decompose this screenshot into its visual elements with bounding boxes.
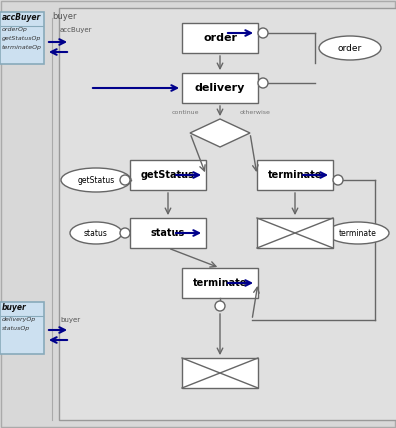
Bar [130, 160, 206, 190]
Text: deliveryOp: deliveryOp [2, 317, 36, 322]
Ellipse shape [319, 36, 381, 60]
Text: terminate: terminate [193, 278, 247, 288]
Bar [182, 73, 258, 103]
Ellipse shape [327, 222, 389, 244]
Text: status: status [84, 229, 108, 238]
Ellipse shape [61, 168, 131, 192]
Text: buyer: buyer [52, 12, 76, 21]
Text: accBuyer: accBuyer [60, 27, 93, 33]
Text: terminateOp: terminateOp [2, 45, 42, 50]
Bar [182, 23, 258, 53]
Bar [0, 12, 44, 64]
Circle shape [258, 78, 268, 88]
Bar [59, 8, 396, 420]
Text: getStatusOp: getStatusOp [2, 36, 41, 41]
Text: orderOp: orderOp [2, 27, 28, 32]
Circle shape [215, 301, 225, 311]
Text: buyer: buyer [60, 317, 80, 323]
Circle shape [120, 228, 130, 238]
Text: delivery: delivery [195, 83, 245, 93]
Text: status: status [151, 228, 185, 238]
Bar [0, 302, 44, 354]
Bar [257, 160, 333, 190]
Polygon shape [190, 119, 250, 147]
Circle shape [120, 175, 130, 185]
Text: otherwise: otherwise [240, 110, 270, 115]
Text: terminate: terminate [268, 170, 322, 180]
Circle shape [258, 28, 268, 38]
Text: accBuyer: accBuyer [2, 13, 41, 22]
Bar [257, 218, 333, 248]
Text: statusOp: statusOp [2, 326, 30, 331]
Text: getStatus: getStatus [141, 170, 195, 180]
Text: buyer: buyer [2, 303, 27, 312]
Bar [182, 268, 258, 298]
Bar [182, 358, 258, 388]
Bar [130, 218, 206, 248]
Text: order: order [203, 33, 237, 43]
Text: terminate: terminate [339, 229, 377, 238]
Text: order: order [338, 44, 362, 53]
Circle shape [333, 175, 343, 185]
Text: continue: continue [171, 110, 199, 115]
Ellipse shape [70, 222, 122, 244]
Text: getStatus: getStatus [77, 175, 114, 184]
